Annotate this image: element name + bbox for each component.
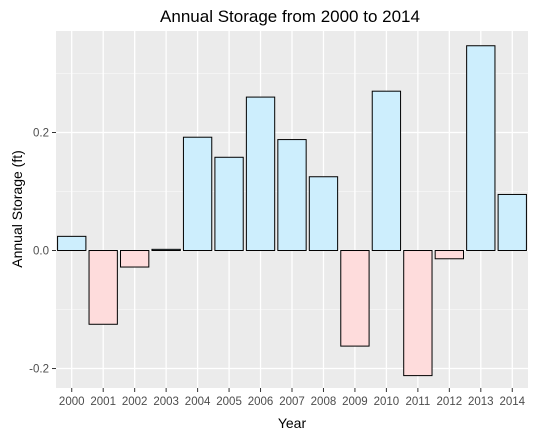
y-axis-title: Annual Storage (ft) — [9, 150, 25, 268]
bar-2010 — [371, 90, 402, 252]
bars — [57, 45, 527, 377]
x-tick-label: 2010 — [374, 396, 400, 408]
bar-2004 — [182, 136, 213, 252]
bar-2003 — [151, 248, 181, 252]
x-tick-label: 2002 — [122, 396, 148, 408]
x-tick-label: 2000 — [59, 396, 85, 408]
x-tick-label: 2001 — [90, 396, 116, 408]
x-tick-label: 2005 — [216, 396, 242, 408]
bar-2013 — [466, 45, 496, 252]
bar-2014 — [497, 193, 527, 252]
bar-2005 — [214, 156, 244, 252]
bar-2006 — [245, 96, 276, 252]
y-axis: -0.2 0.0 0.2 — [29, 127, 56, 376]
y-tick-label: 0.2 — [33, 127, 49, 139]
bar-2000 — [57, 235, 87, 252]
y-tick-label: -0.2 — [29, 364, 49, 376]
bar-2011 — [403, 250, 433, 377]
x-tick-label: 2007 — [279, 396, 305, 408]
x-axis: 2000 2001 2002 2003 2004 2005 2006 2007 2008 2009… — [59, 388, 526, 408]
x-tick-label: 2014 — [499, 396, 525, 408]
x-axis-title: Year — [278, 415, 307, 431]
bar-2008 — [308, 176, 339, 252]
x-tick-label: 2009 — [342, 396, 368, 408]
y-tick-label: 0.0 — [33, 246, 49, 258]
x-tick-label: 2013 — [468, 396, 494, 408]
x-tick-label: 2003 — [153, 396, 179, 408]
x-tick-label: 2004 — [185, 396, 211, 408]
bar-2007 — [277, 139, 307, 252]
bar-2009 — [340, 250, 370, 347]
x-tick-label: 2011 — [405, 396, 430, 408]
x-tick-label: 2006 — [248, 396, 274, 408]
x-tick-label: 2008 — [311, 396, 337, 408]
chart-title: Annual Storage from 2000 to 2014 — [160, 7, 420, 26]
x-tick-label: 2012 — [437, 396, 463, 408]
bar-2012 — [434, 250, 464, 260]
bar-2001 — [88, 250, 118, 325]
bar-2002 — [120, 250, 150, 268]
